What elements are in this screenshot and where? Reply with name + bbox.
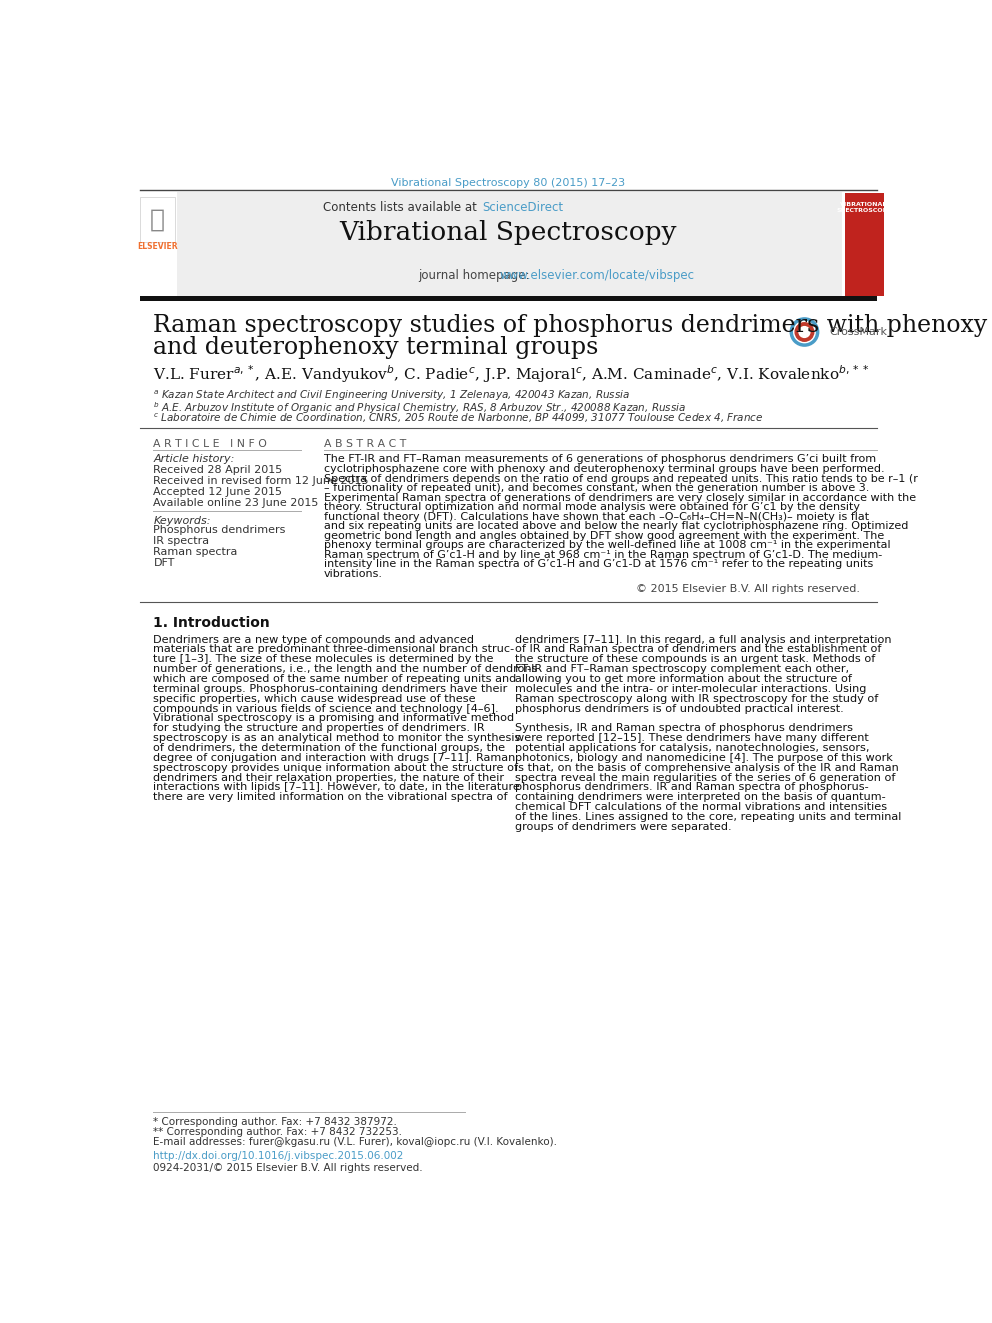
Text: – functionality of repeated unit), and becomes constant, when the generation num: – functionality of repeated unit), and b… xyxy=(324,483,869,493)
Text: intensity line in the Raman spectra of G’c1-H and G’c1-D at 1576 cm⁻¹ refer to t: intensity line in the Raman spectra of G… xyxy=(324,560,873,569)
Text: Accepted 12 June 2015: Accepted 12 June 2015 xyxy=(154,487,283,496)
Text: spectroscopy is as an analytical method to monitor the synthesis: spectroscopy is as an analytical method … xyxy=(154,733,521,744)
Text: functional theory (DFT). Calculations have shown that each –O–C₆H₄–CH=N–N(CH₃)– : functional theory (DFT). Calculations ha… xyxy=(324,512,869,521)
Text: * Corresponding author. Fax: +7 8432 387972.: * Corresponding author. Fax: +7 8432 387… xyxy=(154,1117,398,1127)
Text: Phosphorus dendrimers: Phosphorus dendrimers xyxy=(154,525,286,536)
Text: Dendrimers are a new type of compounds and advanced: Dendrimers are a new type of compounds a… xyxy=(154,635,474,644)
Text: Vibrational Spectroscopy: Vibrational Spectroscopy xyxy=(339,221,678,245)
Circle shape xyxy=(796,323,813,341)
Text: ELSEVIER: ELSEVIER xyxy=(137,242,178,251)
Text: containing dendrimers were interpreted on the basis of quantum-: containing dendrimers were interpreted o… xyxy=(515,792,885,802)
Text: DFT: DFT xyxy=(154,557,175,568)
Text: allowing you to get more information about the structure of: allowing you to get more information abo… xyxy=(515,673,851,684)
Bar xyxy=(140,296,877,302)
Text: materials that are predominant three-dimensional branch struc-: materials that are predominant three-dim… xyxy=(154,644,515,655)
Text: of IR and Raman spectra of dendrimers and the establishment of: of IR and Raman spectra of dendrimers an… xyxy=(515,644,881,655)
Text: phosphorus dendrimers. IR and Raman spectra of phosphorus-: phosphorus dendrimers. IR and Raman spec… xyxy=(515,782,868,792)
Text: $^b$ A.E. Arbuzov Institute of Organic and Physical Chemistry, RAS, 8 Arbuzov St: $^b$ A.E. Arbuzov Institute of Organic a… xyxy=(154,400,686,415)
Text: there are very limited information on the vibrational spectra of: there are very limited information on th… xyxy=(154,792,508,802)
Text: IR spectra: IR spectra xyxy=(154,536,209,546)
Text: Experimental Raman spectra of generations of dendrimers are very closely similar: Experimental Raman spectra of generation… xyxy=(324,492,916,503)
Text: VIBRATIONAL
SPECTROSCOPY: VIBRATIONAL SPECTROSCOPY xyxy=(836,202,892,213)
Text: FT-IR and FT–Raman spectroscopy complement each other,: FT-IR and FT–Raman spectroscopy compleme… xyxy=(515,664,849,675)
Text: were reported [12–15]. These dendrimers have many different: were reported [12–15]. These dendrimers … xyxy=(515,733,868,744)
Text: interactions with lipids [7–11]. However, to date, in the literature: interactions with lipids [7–11]. However… xyxy=(154,782,521,792)
Text: theory. Structural optimization and normal mode analysis were obtained for G’c1 : theory. Structural optimization and norm… xyxy=(324,503,860,512)
Text: Vibrational spectroscopy is a promising and informative method: Vibrational spectroscopy is a promising … xyxy=(154,713,515,724)
Text: molecules and the intra- or inter-molecular interactions. Using: molecules and the intra- or inter-molecu… xyxy=(515,684,866,693)
Text: Raman spectroscopy along with IR spectroscopy for the study of: Raman spectroscopy along with IR spectro… xyxy=(515,693,878,704)
Text: A R T I C L E   I N F O: A R T I C L E I N F O xyxy=(154,439,267,448)
Text: V.L. Furer$^{a,*}$, A.E. Vandyukov$^{b}$, C. Padie$^{c}$, J.P. Majoral$^{c}$, A.: V.L. Furer$^{a,*}$, A.E. Vandyukov$^{b}$… xyxy=(154,364,870,385)
Text: number of generations, i.e., the length and the number of dendrons: number of generations, i.e., the length … xyxy=(154,664,538,675)
Text: chemical DFT calculations of the normal vibrations and intensities: chemical DFT calculations of the normal … xyxy=(515,802,887,812)
Bar xyxy=(140,197,176,242)
Text: dendrimers and their relaxation properties, the nature of their: dendrimers and their relaxation properti… xyxy=(154,773,505,783)
Text: E-mail addresses: furer@kgasu.ru (V.L. Furer), koval@iopc.ru (V.I. Kovalenko).: E-mail addresses: furer@kgasu.ru (V.L. F… xyxy=(154,1136,558,1147)
Text: 1. Introduction: 1. Introduction xyxy=(154,617,270,630)
Text: Received 28 April 2015: Received 28 April 2015 xyxy=(154,466,283,475)
Text: $^c$ Laboratoire de Chimie de Coordination, CNRS, 205 Route de Narbonne, BP 4409: $^c$ Laboratoire de Chimie de Coordinati… xyxy=(154,411,764,425)
Text: Synthesis, IR and Raman spectra of phosphorus dendrimers: Synthesis, IR and Raman spectra of phosp… xyxy=(515,724,852,733)
Text: geometric bond length and angles obtained by DFT show good agreement with the ex: geometric bond length and angles obtaine… xyxy=(324,531,884,541)
Text: Article history:: Article history: xyxy=(154,454,235,464)
Text: The FT-IR and FT–Raman measurements of 6 generations of phosphorus dendrimers G’: The FT-IR and FT–Raman measurements of 6… xyxy=(324,454,876,464)
Text: compounds in various fields of science and technology [4–6].: compounds in various fields of science a… xyxy=(154,704,499,713)
Text: of dendrimers, the determination of the functional groups, the: of dendrimers, the determination of the … xyxy=(154,744,506,753)
Bar xyxy=(845,193,884,296)
Text: © 2015 Elsevier B.V. All rights reserved.: © 2015 Elsevier B.V. All rights reserved… xyxy=(636,583,860,594)
Text: potential applications for catalysis, nanotechnologies, sensors,: potential applications for catalysis, na… xyxy=(515,744,869,753)
Text: terminal groups. Phosphorus-containing dendrimers have their: terminal groups. Phosphorus-containing d… xyxy=(154,684,508,693)
Text: groups of dendrimers were separated.: groups of dendrimers were separated. xyxy=(515,822,731,832)
Text: and six repeating units are located above and below the nearly flat cyclotriphos: and six repeating units are located abov… xyxy=(324,521,909,532)
Text: A B S T R A C T: A B S T R A C T xyxy=(324,439,406,448)
Text: which are composed of the same number of repeating units and: which are composed of the same number of… xyxy=(154,673,517,684)
Text: Raman spectrum of G’c1-H and by line at 968 cm⁻¹ in the Raman spectrum of G’c1-D: Raman spectrum of G’c1-H and by line at … xyxy=(324,550,882,560)
Text: http://dx.doi.org/10.1016/j.vibspec.2015.06.002: http://dx.doi.org/10.1016/j.vibspec.2015… xyxy=(154,1151,404,1162)
Circle shape xyxy=(799,327,809,337)
Text: www.elsevier.com/locate/vibspec: www.elsevier.com/locate/vibspec xyxy=(500,269,694,282)
Text: phosphorus dendrimers is of undoubted practical interest.: phosphorus dendrimers is of undoubted pr… xyxy=(515,704,843,713)
Text: Spectra of dendrimers depends on the ratio of end groups and repeated units. Thi: Spectra of dendrimers depends on the rat… xyxy=(324,474,918,483)
Text: journal homepage:: journal homepage: xyxy=(419,269,534,282)
Text: Contents lists available at: Contents lists available at xyxy=(322,201,480,214)
Text: spectra reveal the main regularities of the series of 6 generation of: spectra reveal the main regularities of … xyxy=(515,773,895,783)
Text: ture [1–3]. The size of these molecules is determined by the: ture [1–3]. The size of these molecules … xyxy=(154,655,494,664)
Text: specific properties, which cause widespread use of these: specific properties, which cause widespr… xyxy=(154,693,476,704)
Text: vibrations.: vibrations. xyxy=(324,569,383,579)
Text: of the lines. Lines assigned to the core, repeating units and terminal: of the lines. Lines assigned to the core… xyxy=(515,812,901,822)
Text: the structure of these compounds is an urgent task. Methods of: the structure of these compounds is an u… xyxy=(515,655,875,664)
Text: is that, on the basis of comprehensive analysis of the IR and Raman: is that, on the basis of comprehensive a… xyxy=(515,763,899,773)
Text: ** Corresponding author. Fax: +7 8432 732253.: ** Corresponding author. Fax: +7 8432 73… xyxy=(154,1127,403,1136)
Text: Received in revised form 12 June 2015: Received in revised form 12 June 2015 xyxy=(154,476,369,486)
Text: dendrimers [7–11]. In this regard, a full analysis and interpretation: dendrimers [7–11]. In this regard, a ful… xyxy=(515,635,891,644)
Text: 🌳: 🌳 xyxy=(150,208,165,232)
Text: photonics, biology and nanomedicine [4]. The purpose of this work: photonics, biology and nanomedicine [4].… xyxy=(515,753,893,763)
Text: CrossMark: CrossMark xyxy=(829,327,887,337)
Text: Raman spectra: Raman spectra xyxy=(154,546,238,557)
Text: degree of conjugation and interaction with drugs [7–11]. Raman: degree of conjugation and interaction wi… xyxy=(154,753,516,763)
Text: 0924-2031/© 2015 Elsevier B.V. All rights reserved.: 0924-2031/© 2015 Elsevier B.V. All right… xyxy=(154,1163,423,1174)
Bar xyxy=(177,192,841,296)
Text: Keywords:: Keywords: xyxy=(154,516,211,527)
Text: cyclotriphosphazene core with phenoxy and deuterophenoxy terminal groups have be: cyclotriphosphazene core with phenoxy an… xyxy=(324,464,885,474)
Text: Available online 23 June 2015: Available online 23 June 2015 xyxy=(154,497,318,508)
Text: ScienceDirect: ScienceDirect xyxy=(482,201,563,214)
Text: phenoxy terminal groups are characterized by the well-defined line at 1008 cm⁻¹ : phenoxy terminal groups are characterize… xyxy=(324,540,891,550)
Text: Vibrational Spectroscopy 80 (2015) 17–23: Vibrational Spectroscopy 80 (2015) 17–23 xyxy=(391,179,626,188)
Text: for studying the structure and properties of dendrimers. IR: for studying the structure and propertie… xyxy=(154,724,485,733)
Text: spectroscopy provides unique information about the structure of: spectroscopy provides unique information… xyxy=(154,763,519,773)
Text: $^a$ Kazan State Architect and Civil Engineering University, 1 Zelenaya, 420043 : $^a$ Kazan State Architect and Civil Eng… xyxy=(154,388,631,402)
Text: and deuterophenoxy terminal groups: and deuterophenoxy terminal groups xyxy=(154,336,599,359)
Text: Raman spectroscopy studies of phosphorus dendrimers with phenoxy: Raman spectroscopy studies of phosphorus… xyxy=(154,315,988,337)
